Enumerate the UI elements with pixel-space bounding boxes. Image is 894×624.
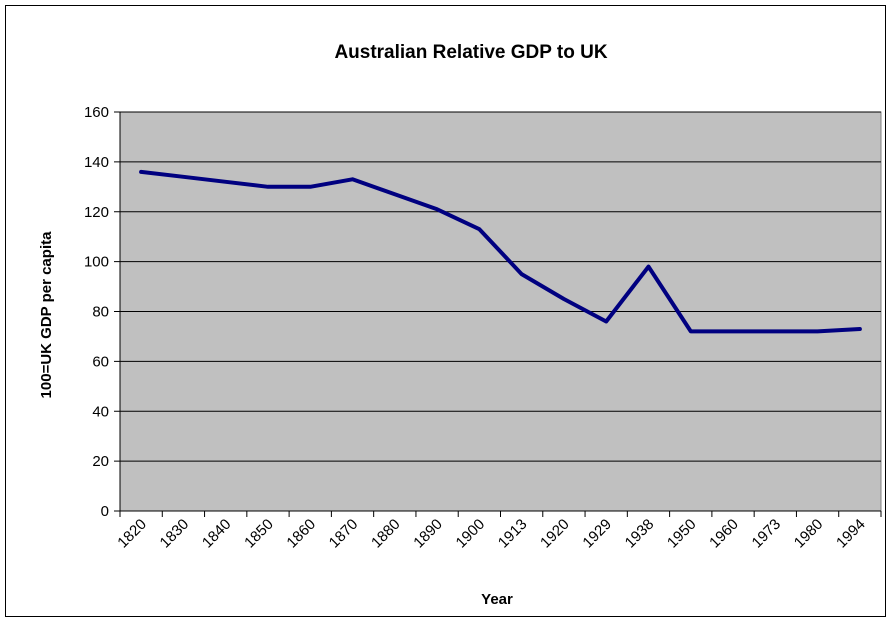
y-axis-title: 100=UK GDP per capita	[38, 231, 55, 399]
data-point	[773, 329, 777, 333]
axes	[114, 111, 882, 517]
x-tick-label: 1980	[791, 516, 827, 552]
data-point	[604, 319, 608, 323]
data-point	[858, 327, 862, 331]
data-point	[816, 329, 820, 333]
data-point	[181, 175, 185, 179]
y-tick-label: 160	[84, 104, 109, 121]
data-point	[731, 329, 735, 333]
x-tick-label: 1900	[453, 516, 489, 552]
data-point	[520, 272, 524, 276]
y-tick-label: 20	[92, 453, 109, 470]
y-tick-label: 100	[84, 254, 109, 271]
grid-lines	[120, 111, 881, 462]
x-tick-label: 1880	[368, 516, 404, 552]
x-tick-label: 1890	[410, 516, 446, 552]
x-tick-label: 1960	[706, 516, 742, 552]
data-point	[562, 297, 566, 301]
y-tick-labels: 0 20 40 60 80 100 120 140 160	[84, 104, 109, 520]
data-point	[351, 177, 355, 181]
x-tick-label: 1850	[241, 516, 277, 552]
y-tick-label: 140	[84, 154, 109, 171]
x-tick-label: 1820	[114, 516, 150, 552]
data-point	[646, 265, 650, 269]
data-point	[224, 180, 228, 184]
data-point	[689, 329, 693, 333]
y-tick-label: 120	[84, 204, 109, 221]
y-tick-label: 60	[92, 353, 109, 370]
y-tick-label: 0	[101, 503, 109, 520]
series-layer	[139, 169, 862, 334]
data-point	[435, 207, 439, 211]
x-tick-label: 1870	[326, 516, 362, 552]
line-chart: Australian Relative GDP to UK 0 20 40 60 80 1…	[38, 42, 882, 608]
x-tick-label: 1830	[157, 516, 193, 552]
chart-title: Australian Relative GDP to UK	[334, 42, 607, 63]
x-tick-label: 1920	[537, 516, 573, 552]
x-axis-title: Year	[481, 591, 513, 608]
x-tick-label: 1994	[833, 516, 869, 552]
data-point	[393, 192, 397, 196]
x-tick-label: 1860	[283, 516, 319, 552]
y-tick-label: 40	[92, 403, 109, 420]
x-tick-label: 1929	[579, 516, 615, 552]
data-point	[139, 170, 143, 174]
x-tick-label: 1913	[495, 516, 531, 552]
data-point	[477, 227, 481, 231]
data-point	[308, 185, 312, 189]
data-point	[266, 185, 270, 189]
series-line	[139, 169, 862, 334]
x-tick-label: 1840	[199, 516, 235, 552]
x-tick-label: 1950	[664, 516, 700, 552]
y-tick-label: 80	[92, 304, 109, 321]
x-tick-label: 1938	[622, 516, 658, 552]
x-tick-labels: 1820 1830 1840 1850 1860 1870 1880 1890 1900 1913…	[114, 516, 868, 552]
chart-frame: Australian Relative GDP to UK 0 20 40 60 80 1…	[5, 5, 886, 617]
x-tick-label: 1973	[749, 516, 785, 552]
